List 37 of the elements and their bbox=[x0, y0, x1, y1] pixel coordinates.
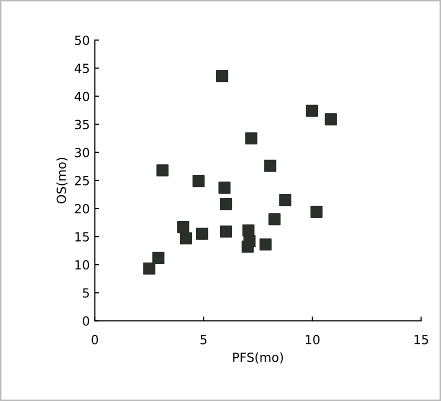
point bbox=[218, 182, 231, 194]
x-tick-label: 0 bbox=[92, 334, 98, 344]
point bbox=[268, 213, 281, 226]
y-tick-label: 25 bbox=[74, 176, 89, 186]
point bbox=[324, 113, 337, 126]
point bbox=[216, 70, 228, 82]
y-tick-label: 45 bbox=[74, 64, 89, 74]
point bbox=[260, 238, 272, 251]
point bbox=[310, 206, 323, 218]
point bbox=[192, 174, 205, 188]
point bbox=[220, 225, 232, 238]
y-tick-label: 5 bbox=[82, 288, 89, 298]
y-tick-label: 20 bbox=[74, 204, 90, 214]
point bbox=[264, 160, 276, 172]
y-tick-label: 50 bbox=[75, 36, 90, 46]
point bbox=[143, 262, 156, 275]
point bbox=[245, 132, 258, 144]
point bbox=[279, 194, 292, 206]
point bbox=[180, 232, 192, 244]
y-tick-label: 30 bbox=[75, 148, 90, 158]
y-axis-title: OS(mo) bbox=[56, 158, 68, 204]
point bbox=[152, 252, 164, 264]
y-tick-label: 15 bbox=[75, 232, 89, 242]
x-axis-title: PFS(mo) bbox=[233, 352, 283, 364]
point bbox=[196, 228, 208, 240]
y-tick-label: 0 bbox=[82, 316, 90, 326]
point bbox=[220, 198, 232, 210]
point bbox=[306, 104, 318, 117]
point bbox=[156, 164, 169, 176]
y-tick-label: 35 bbox=[75, 120, 89, 130]
y-tick-label: 10 bbox=[75, 260, 90, 270]
point bbox=[177, 220, 190, 234]
point bbox=[242, 240, 254, 253]
x-tick-label: 5 bbox=[200, 335, 206, 344]
x-tick-label: 10 bbox=[306, 334, 320, 344]
y-tick-label: 40 bbox=[74, 92, 90, 102]
x-tick-label: 15 bbox=[414, 335, 428, 344]
